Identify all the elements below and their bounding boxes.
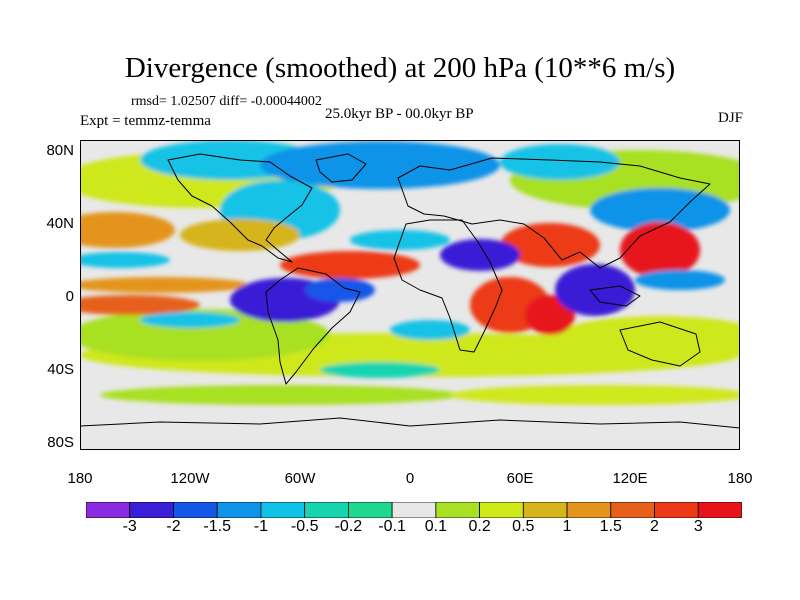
colorbar-label: 1: [562, 518, 572, 535]
colorbar-label: -0.2: [334, 518, 363, 535]
colorbar-label: -0.5: [290, 518, 319, 535]
field-patch: [555, 264, 635, 316]
field-patch: [260, 141, 500, 189]
field-patch: [450, 385, 740, 405]
colorbar-label: -0.1: [378, 518, 406, 535]
colorbar-label: 1.5: [599, 518, 622, 535]
stats-text: rmsd= 1.02507 diff= -0.00044002: [131, 94, 322, 109]
lon-label-180e: 180: [727, 470, 753, 487]
season-label: DJF: [717, 110, 743, 126]
field-patch: [590, 188, 730, 232]
coastlines: [80, 153, 740, 429]
field-patch: [100, 385, 460, 405]
divergence-field: [80, 140, 740, 405]
field-patch: [320, 362, 440, 378]
colorbar-swatch: [697, 502, 742, 518]
field-patch: [80, 212, 175, 248]
lon-label-60e: 60E: [506, 470, 534, 487]
experiment-label: Expt = temmz-temma: [80, 113, 211, 129]
field-patch: [180, 219, 300, 251]
lon-label-120e: 120E: [612, 470, 648, 487]
colorbar-label: -2: [166, 518, 181, 535]
field-patch: [440, 239, 520, 271]
colorbar-swatch: [173, 502, 218, 518]
colorbar-swatch: [391, 502, 437, 518]
colorbar-swatch: [522, 502, 568, 518]
colorbar-swatch: [260, 502, 306, 518]
maritime-continent-coast: [589, 285, 641, 307]
africa-coast: [393, 219, 503, 353]
colorbar-label: 0.1: [424, 518, 448, 535]
field-patch: [635, 270, 725, 290]
colorbar: [86, 502, 742, 518]
colorbar-label: 3: [693, 518, 703, 535]
colorbar-swatch: [566, 502, 612, 518]
lon-label-60w: 60W: [284, 470, 316, 487]
field-patch: [80, 277, 250, 293]
greenland-coast: [315, 153, 367, 183]
divergence-map: [80, 140, 740, 450]
field-patch: [305, 278, 375, 302]
colorbar-label: 0.5: [512, 518, 535, 535]
colorbar-swatch: [479, 502, 524, 518]
field-patch: [80, 252, 170, 268]
field-patch: [280, 251, 420, 279]
lat-label-40n: 40N: [46, 215, 74, 232]
period-label: 25.0kyr BP - 00.0kyr BP: [325, 106, 474, 122]
lon-label-120w: 120W: [170, 470, 210, 487]
colorbar-label: -3: [122, 518, 137, 535]
north-america-coast: [167, 153, 313, 263]
colorbar-swatch: [86, 502, 131, 518]
lat-label-40s: 40S: [47, 361, 74, 378]
colorbar-label: -1: [253, 518, 268, 535]
lon-label-0: 0: [405, 470, 415, 487]
colorbar-swatch: [129, 502, 174, 518]
map-title: Divergence (smoothed) at 200 hPa (10**6 …: [124, 52, 676, 84]
colorbar-swatch: [347, 502, 393, 518]
lon-label-180w: 180: [67, 470, 93, 487]
field-patch: [390, 320, 470, 340]
map-frame: [80, 140, 740, 450]
colorbar-label: -1.5: [203, 518, 231, 535]
colorbar-swatch: [610, 502, 655, 518]
lat-label-80n: 80N: [46, 142, 74, 159]
field-patch: [140, 312, 240, 328]
australia-coast: [619, 321, 701, 367]
eurasia-coast: [397, 157, 711, 269]
field-patch: [500, 144, 620, 180]
field-patch: [550, 316, 740, 364]
antarctica-coast: [80, 417, 740, 429]
colorbar-swatch: [304, 502, 349, 518]
colorbar-swatch: [654, 502, 699, 518]
south-america-coast: [265, 267, 361, 385]
colorbar-label: 2: [650, 518, 659, 535]
colorbar-swatch: [435, 502, 480, 518]
colorbar-swatch: [216, 502, 262, 518]
field-patch: [80, 295, 200, 315]
lat-label-0: 0: [65, 288, 74, 305]
field-patch: [620, 222, 700, 278]
lat-label-80s: 80S: [47, 434, 74, 451]
colorbar-label: 0.2: [468, 518, 491, 535]
